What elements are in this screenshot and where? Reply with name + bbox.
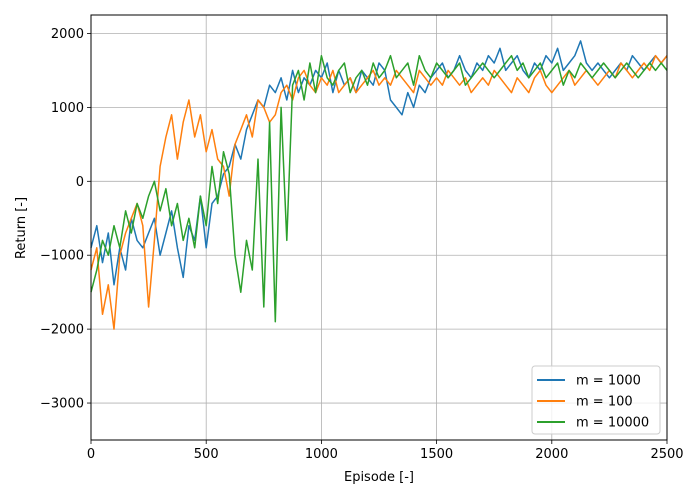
legend-box bbox=[531, 365, 661, 435]
x-tick-label: 500 bbox=[194, 447, 219, 462]
legend: m = 1000 m = 100 m = 10000 bbox=[531, 365, 661, 435]
x-tick-label: 1000 bbox=[305, 447, 338, 462]
legend-label-m-100: m = 100 bbox=[576, 395, 633, 410]
x-tick-label: 2000 bbox=[535, 447, 568, 462]
x-tick-label: 1500 bbox=[420, 447, 453, 462]
y-tick-label: −1000 bbox=[40, 249, 84, 264]
series-line-m-10000 bbox=[90, 54, 668, 323]
series-line-m-1000 bbox=[90, 40, 668, 286]
series-line-m-100 bbox=[90, 54, 668, 330]
x-axis-label: Episode [-] bbox=[344, 470, 414, 485]
y-tick-label: −3000 bbox=[40, 397, 84, 412]
x-tick-label: 0 bbox=[87, 447, 95, 462]
y-axis-ticks: −3000 −2000 −1000 0 1000 2000 bbox=[40, 27, 91, 412]
y-tick-label: 2000 bbox=[51, 27, 84, 42]
y-tick-label: −2000 bbox=[40, 323, 84, 338]
plot-area-frame bbox=[90, 14, 668, 441]
x-axis-ticks: 0 500 1000 1500 2000 2500 bbox=[87, 440, 684, 462]
y-tick-label: 1000 bbox=[51, 101, 84, 116]
series-lines bbox=[90, 40, 668, 330]
y-axis-label: Return [-] bbox=[14, 197, 29, 259]
legend-label-m-1000: m = 1000 bbox=[576, 374, 641, 389]
legend-label-m-10000: m = 10000 bbox=[576, 416, 649, 431]
x-tick-label: 2500 bbox=[650, 447, 683, 462]
y-tick-label: 0 bbox=[76, 175, 84, 190]
